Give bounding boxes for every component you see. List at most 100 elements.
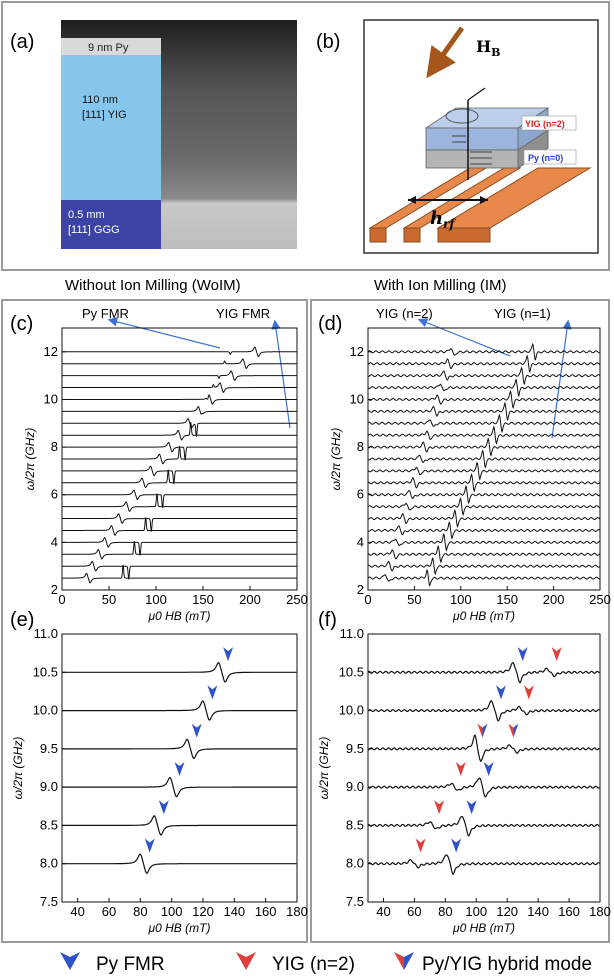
yig-layer <box>61 55 161 200</box>
y-axis-label: ω/2π (GHz) <box>329 428 343 491</box>
x-tick-label: 60 <box>102 904 116 919</box>
spectrum-line <box>62 465 297 485</box>
spectrum-line <box>367 521 601 540</box>
spectrum-line <box>367 473 601 493</box>
py-fmr-arrow <box>158 800 169 815</box>
y-tick-label: 8.5 <box>40 817 58 832</box>
hybrid-arrow-blue <box>482 723 488 738</box>
y-tick-label: 2 <box>357 582 364 597</box>
ggg-layer <box>61 200 161 249</box>
anno-yig-fmr: YIG FMR <box>216 306 270 321</box>
y-tick-label: 10.0 <box>339 703 364 718</box>
spectrum-line <box>367 354 601 373</box>
col-title-woim: Without Ion Milling (WoIM) <box>65 277 241 294</box>
plot-frame <box>367 327 601 591</box>
py-layer-label: 9 nm Py <box>88 42 129 54</box>
spectrum-line <box>62 541 297 560</box>
spectrum-line <box>367 509 601 529</box>
spectrum-line <box>62 417 297 437</box>
legend-marker-yig <box>236 952 256 970</box>
x-tick-label: 0 <box>58 592 65 607</box>
py-fmr-arrow <box>207 685 218 700</box>
spectrum-line <box>367 661 600 684</box>
spectrum-line <box>367 557 601 576</box>
y-tick-label: 11.0 <box>34 626 58 641</box>
y-tick-label: 10 <box>350 391 364 406</box>
y-tick-label: 10.5 <box>33 664 58 679</box>
y-axis-label: ω/2π (GHz) <box>23 428 37 491</box>
x-tick-label: 100 <box>161 904 183 919</box>
spectrum-line <box>62 441 297 461</box>
spectrum-line <box>367 461 601 481</box>
spectrum-line <box>367 777 600 798</box>
py-fmr-arrow <box>496 685 507 700</box>
x-tick-label: 160 <box>255 904 277 919</box>
py-fmr-arrow <box>466 800 477 815</box>
spectrum-line <box>62 662 297 683</box>
spectrum-line <box>367 449 601 469</box>
spectrum-line <box>367 545 601 564</box>
y-tick-label: 8.0 <box>40 856 58 871</box>
x-tick-label: 250 <box>589 592 611 607</box>
y-tick-label: 4 <box>51 534 58 549</box>
spectrum-line <box>367 413 601 433</box>
spectrum-line <box>62 382 297 393</box>
panel-b-schematic: HB YIG (n=2) Py (n=0) hrf <box>363 19 599 254</box>
spectrum-line <box>62 517 297 536</box>
hybrid-arrow-blue <box>513 723 519 738</box>
py-fmr-arrow <box>517 647 528 662</box>
y-tick-label: 6 <box>357 487 364 502</box>
py-fmr-arrow <box>174 761 185 776</box>
yig-tag: YIG (n=2) <box>525 119 565 129</box>
spectrum-line <box>367 437 601 457</box>
chart-e: 40 60 80 100 120 140 160 180 7.5 8.0 8.5 9.0 9.5 10.0… <box>11 626 308 935</box>
spectrum-line <box>367 342 601 361</box>
legend-label-py: Py FMR <box>96 954 165 975</box>
x-tick-label: 40 <box>70 904 84 919</box>
spectrum-line <box>62 815 297 836</box>
x-tick-label: 50 <box>102 592 116 607</box>
ggg-layer-label: 0.5 mm <box>68 209 105 221</box>
yig-layer-label: 110 nm <box>82 94 118 106</box>
top-frame <box>1 1 610 271</box>
py-fmr-arrow <box>191 723 202 738</box>
spectrum-line <box>62 358 297 369</box>
py-fmr-arrow <box>451 838 462 853</box>
anno-py-fmr: Py FMR <box>82 306 129 321</box>
spectrum-line <box>62 493 297 513</box>
py-fmr-arrow <box>483 761 494 776</box>
x-tick-label: 140 <box>527 904 549 919</box>
spectrum-line <box>367 734 600 763</box>
spectrum-line <box>367 485 601 505</box>
y-tick-label: 8 <box>51 439 58 454</box>
y-tick-label: 11.0 <box>340 626 364 641</box>
x-tick-label: 40 <box>376 904 390 919</box>
y-tick-label: 12 <box>350 344 364 359</box>
field-label: HB <box>476 37 500 59</box>
chart-d: 0 50 100 150 200 250 2 4 6 8 10 12 μ0 HB (mT) ω/2π (G… <box>329 327 611 623</box>
spectrum-line <box>367 401 601 422</box>
y-tick-label: 12 <box>44 344 58 359</box>
y-tick-label: 9.5 <box>346 741 364 756</box>
x-tick-label: 250 <box>286 592 308 607</box>
panel-label-f: (f) <box>318 609 337 631</box>
yig-n2-arrow <box>523 685 534 700</box>
py-fmr-arrow <box>223 647 234 662</box>
spectrum-line <box>62 776 297 798</box>
spectrum-line <box>367 700 600 722</box>
y-tick-label: 2 <box>51 582 58 597</box>
y-tick-label: 4 <box>357 534 364 549</box>
x-tick-label: 80 <box>133 904 147 919</box>
y-tick-label: 9.0 <box>40 779 58 794</box>
yig-n2-arrow <box>434 800 445 815</box>
legend-label-yig: YIG (n=2) <box>272 954 355 975</box>
spectrum-line <box>367 425 601 445</box>
legend: Py FMR YIG (n=2) Py/YIG hybrid mode <box>60 952 592 975</box>
y-tick-label: 6 <box>51 487 58 502</box>
spectrum-line <box>367 854 600 875</box>
legend-marker-hybrid-blue <box>404 952 414 970</box>
py-tag: Py (n=0) <box>528 153 563 163</box>
right-frame <box>310 299 610 943</box>
spectrum-line <box>367 815 600 837</box>
x-axis-label: μ0 HB (mT) <box>148 609 211 623</box>
